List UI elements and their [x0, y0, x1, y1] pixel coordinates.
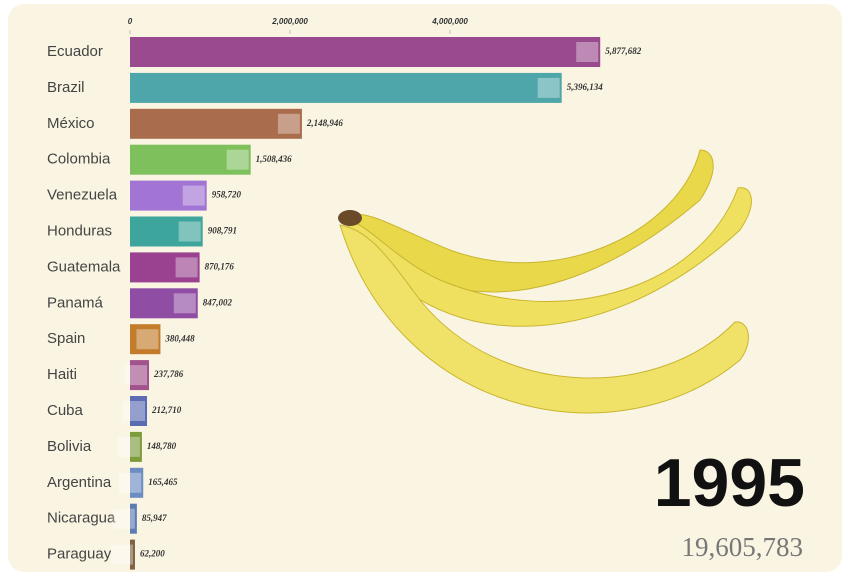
bar [130, 108, 302, 139]
value-label: 958,720 [212, 190, 242, 200]
value-label: 2,148,946 [306, 118, 344, 128]
category-label: Panamá [47, 294, 104, 311]
flag [119, 472, 142, 493]
flag [136, 329, 159, 350]
category-label: México [47, 115, 95, 132]
category-label: Paraguay [47, 546, 112, 563]
value-label: 212,710 [151, 405, 182, 415]
value-label: 908,791 [208, 226, 237, 236]
value-label: 1,508,436 [256, 154, 292, 164]
category-label: Honduras [47, 222, 112, 239]
bar [130, 539, 135, 570]
category-label: Nicaragua [47, 510, 116, 527]
bar [130, 180, 207, 211]
x-tick-label: 4,000,000 [431, 17, 468, 26]
flag [123, 401, 146, 421]
flag [125, 365, 148, 386]
year: 1995 [654, 445, 805, 521]
bar [130, 72, 562, 103]
value-label: 85,947 [142, 513, 167, 523]
bar [130, 431, 142, 462]
bar [130, 360, 150, 391]
category-label: Spain [47, 330, 85, 347]
category-label: Bolivia [47, 438, 92, 455]
flag [576, 42, 599, 62]
category-label: Argentina [47, 474, 112, 491]
bar [130, 216, 203, 247]
value-label: 165,465 [148, 477, 178, 487]
category-label: Colombia [47, 151, 111, 168]
flag [173, 293, 196, 314]
value-label: 148,780 [147, 441, 177, 451]
value-label: 380,448 [164, 333, 195, 343]
bar [130, 144, 251, 175]
flag [110, 544, 133, 565]
bar [130, 324, 161, 355]
bar [130, 467, 144, 498]
banana-illustration [338, 149, 752, 414]
bar [130, 37, 601, 67]
value-label: 5,877,682 [605, 46, 642, 56]
flag [175, 257, 198, 278]
category-label: Haiti [47, 366, 77, 383]
flag [182, 185, 205, 206]
category-label: Brazil [47, 79, 85, 96]
category-label: Guatemala [47, 258, 121, 275]
flag [117, 436, 140, 457]
flag [537, 77, 560, 98]
x-tick-label: 0 [128, 17, 133, 26]
flag [112, 508, 135, 529]
bar [130, 252, 200, 283]
flag [277, 113, 300, 134]
category-label: Venezuela [47, 187, 118, 204]
flag [226, 149, 249, 170]
total: 19,605,783 [682, 532, 804, 562]
value-label: 237,786 [153, 369, 184, 379]
bar [130, 288, 198, 319]
category-label: Cuba [47, 402, 84, 419]
value-label: 5,396,134 [567, 82, 604, 92]
bar [130, 503, 137, 534]
category-label: Ecuador [47, 43, 103, 60]
value-label: 62,200 [140, 549, 165, 559]
value-label: 847,002 [203, 297, 233, 307]
value-label: 870,176 [205, 261, 235, 271]
bar [130, 396, 148, 426]
flag [178, 221, 201, 242]
x-tick-label: 2,000,000 [271, 17, 308, 26]
